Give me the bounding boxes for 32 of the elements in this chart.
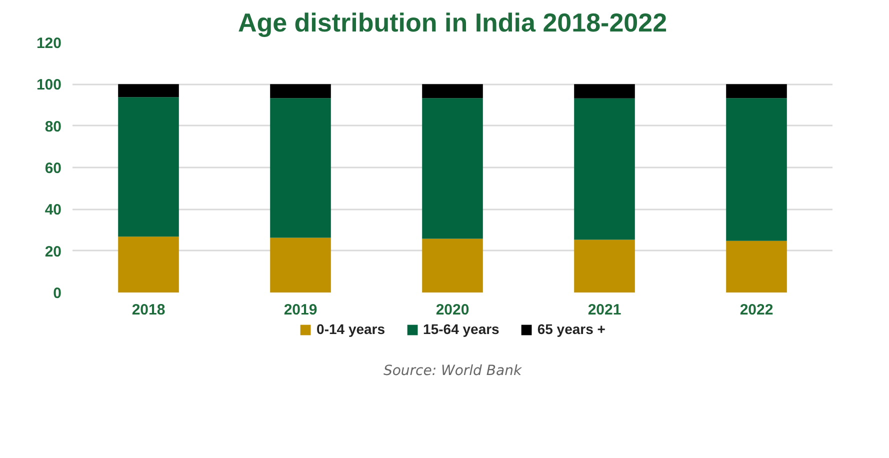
y-tick-label: 40 (44, 202, 62, 219)
y-tick-label: 100 (36, 76, 62, 94)
legend-label: 15-64 years (423, 321, 500, 337)
x-tick-label: 2019 (284, 302, 318, 318)
chart-title: Age distribution in India 2018-2022 (238, 8, 668, 38)
bar (270, 238, 331, 292)
bar (118, 84, 179, 98)
legend-label: 0-14 years (316, 321, 386, 337)
bar (270, 84, 331, 98)
bar (270, 98, 331, 238)
y-tick-label: 120 (36, 35, 62, 52)
bar (574, 240, 635, 292)
bar (422, 98, 483, 239)
x-tick-label: 2020 (436, 302, 470, 318)
source-note: Source: World Bank (383, 363, 522, 380)
legend-label: 65 years + (537, 321, 606, 337)
bar (574, 84, 635, 98)
y-tick-label: 20 (44, 243, 62, 260)
bar (726, 98, 787, 241)
y-tick-label: 60 (44, 160, 62, 177)
y-tick-label: 0 (53, 285, 62, 302)
bar (118, 236, 179, 292)
bar (726, 84, 787, 98)
x-tick-label: 2018 (132, 302, 166, 318)
x-tick-label: 2022 (740, 302, 774, 318)
bar (574, 98, 635, 240)
bar (118, 97, 179, 237)
bar (726, 240, 787, 292)
x-tick-label: 2021 (588, 302, 622, 318)
y-tick-label: 80 (44, 118, 62, 136)
bar (422, 84, 483, 98)
bar (422, 238, 483, 292)
